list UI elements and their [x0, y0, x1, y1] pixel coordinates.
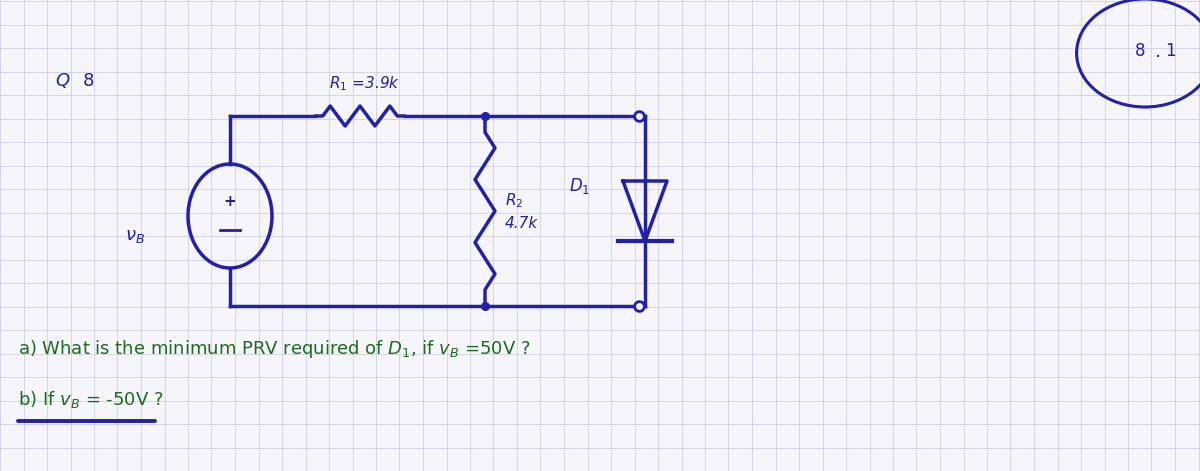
Text: a) What is the minimum PRV required of $D_1$, if $v_B$ =50V ?: a) What is the minimum PRV required of $… — [18, 338, 530, 360]
Text: $R_2$
4.7k: $R_2$ 4.7k — [505, 191, 539, 231]
Text: $D_1$: $D_1$ — [569, 176, 590, 196]
Text: .: . — [1154, 41, 1162, 60]
Text: 1: 1 — [1165, 42, 1175, 60]
Text: 8: 8 — [83, 72, 95, 90]
Text: Q: Q — [55, 72, 70, 90]
Text: 8: 8 — [1135, 42, 1145, 60]
Text: $\nu_B$: $\nu_B$ — [125, 227, 145, 245]
Text: $R_1$ =3.9k: $R_1$ =3.9k — [330, 74, 401, 93]
Text: b) If $v_B$ = -50V ?: b) If $v_B$ = -50V ? — [18, 389, 163, 409]
Text: +: + — [223, 195, 236, 210]
